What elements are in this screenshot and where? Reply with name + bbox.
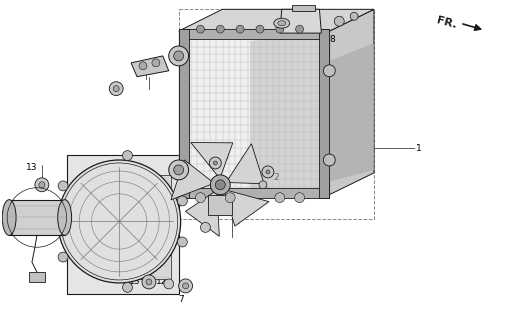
Polygon shape xyxy=(329,9,374,195)
Polygon shape xyxy=(179,29,329,39)
Text: 9: 9 xyxy=(300,24,305,33)
Text: 3: 3 xyxy=(265,188,271,197)
Polygon shape xyxy=(185,192,219,236)
Circle shape xyxy=(262,166,274,178)
Circle shape xyxy=(122,282,133,292)
Circle shape xyxy=(275,193,284,203)
Circle shape xyxy=(209,157,221,169)
Polygon shape xyxy=(191,142,233,177)
Text: 8: 8 xyxy=(329,35,335,44)
Polygon shape xyxy=(179,31,329,195)
Text: 6: 6 xyxy=(7,208,13,217)
Polygon shape xyxy=(111,175,171,279)
Text: 12: 12 xyxy=(156,277,167,286)
Circle shape xyxy=(213,161,217,165)
Polygon shape xyxy=(226,190,269,226)
Circle shape xyxy=(174,165,183,175)
Polygon shape xyxy=(67,155,179,294)
Circle shape xyxy=(122,151,133,161)
Circle shape xyxy=(169,46,188,66)
Ellipse shape xyxy=(58,200,72,235)
Ellipse shape xyxy=(274,18,290,28)
Circle shape xyxy=(58,252,68,262)
Polygon shape xyxy=(179,9,374,31)
Polygon shape xyxy=(320,29,329,198)
Circle shape xyxy=(225,193,235,203)
Circle shape xyxy=(113,86,119,92)
Text: 14: 14 xyxy=(218,153,230,162)
Circle shape xyxy=(39,182,45,188)
Circle shape xyxy=(109,82,123,96)
Text: 12: 12 xyxy=(207,218,219,227)
Circle shape xyxy=(295,193,305,203)
Text: 11: 11 xyxy=(109,86,121,95)
Circle shape xyxy=(201,222,210,232)
Text: 4: 4 xyxy=(93,200,99,209)
Text: 1: 1 xyxy=(416,144,421,153)
Text: FR.: FR. xyxy=(436,16,458,31)
Text: 13: 13 xyxy=(129,277,141,286)
Circle shape xyxy=(215,180,225,190)
Circle shape xyxy=(139,62,147,70)
Circle shape xyxy=(266,170,270,174)
Text: 2: 2 xyxy=(274,173,279,182)
Polygon shape xyxy=(171,160,212,200)
Circle shape xyxy=(58,160,181,283)
Circle shape xyxy=(152,59,160,67)
Circle shape xyxy=(169,160,188,180)
Circle shape xyxy=(174,51,183,61)
Ellipse shape xyxy=(2,200,16,235)
Circle shape xyxy=(179,279,193,293)
Circle shape xyxy=(197,25,204,33)
Circle shape xyxy=(256,25,264,33)
Polygon shape xyxy=(292,5,315,11)
Circle shape xyxy=(142,275,156,289)
Circle shape xyxy=(350,12,358,20)
Polygon shape xyxy=(179,29,188,198)
Circle shape xyxy=(146,279,152,285)
Circle shape xyxy=(177,196,187,206)
Polygon shape xyxy=(208,195,232,214)
Circle shape xyxy=(210,175,230,195)
Polygon shape xyxy=(9,200,65,235)
Polygon shape xyxy=(227,144,264,184)
Circle shape xyxy=(177,237,187,247)
Circle shape xyxy=(196,193,205,203)
Circle shape xyxy=(276,25,284,33)
Polygon shape xyxy=(280,9,322,33)
Circle shape xyxy=(35,178,49,192)
Ellipse shape xyxy=(278,21,285,26)
Text: 5: 5 xyxy=(234,218,240,227)
Polygon shape xyxy=(179,188,329,198)
Circle shape xyxy=(324,65,335,77)
Circle shape xyxy=(324,154,335,166)
Circle shape xyxy=(259,181,267,189)
Polygon shape xyxy=(329,43,374,182)
Circle shape xyxy=(334,16,344,26)
Circle shape xyxy=(296,25,304,33)
Circle shape xyxy=(58,181,68,191)
Polygon shape xyxy=(250,33,325,192)
Polygon shape xyxy=(29,272,45,282)
Circle shape xyxy=(236,25,244,33)
Polygon shape xyxy=(131,56,169,77)
Circle shape xyxy=(216,25,224,33)
Text: 10: 10 xyxy=(138,64,149,73)
Circle shape xyxy=(182,283,188,289)
Text: 13: 13 xyxy=(26,164,38,172)
Circle shape xyxy=(164,279,174,289)
Text: 7: 7 xyxy=(179,295,184,304)
